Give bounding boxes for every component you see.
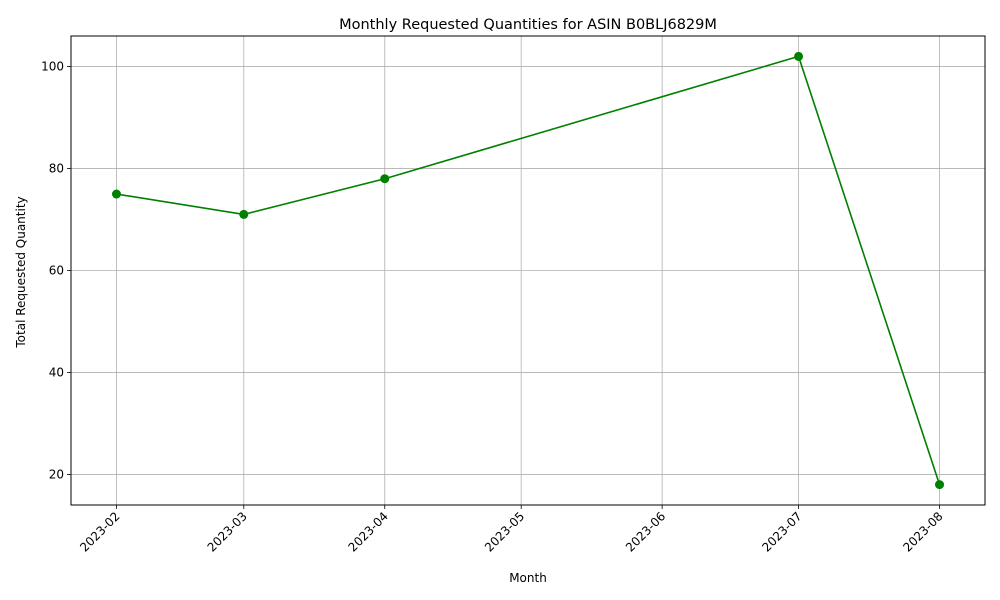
data-point (239, 209, 249, 219)
x-axis-label: Month (509, 571, 547, 585)
x-tick-label: 2023-06 (623, 509, 668, 554)
x-tick-label: 2023-08 (900, 509, 945, 554)
y-tick-label: 100 (41, 60, 64, 74)
chart-title: Monthly Requested Quantities for ASIN B0… (339, 17, 717, 33)
y-tick-label: 40 (49, 365, 64, 379)
x-tick-label: 2023-02 (77, 509, 122, 554)
x-axis: 2023-02 2023-03 2023-04 2023-05 2023-06 2023-… (77, 505, 946, 555)
x-tick-label: 2023-05 (482, 509, 527, 554)
y-tick-label: 60 (49, 264, 64, 278)
x-tick-label: 2023-03 (205, 509, 250, 554)
y-axis-label: Total Requested Quantity (14, 196, 28, 348)
data-point (794, 51, 804, 61)
data-point (935, 480, 945, 490)
x-tick-label: 2023-04 (346, 509, 391, 554)
x-tick-label: 2023-07 (759, 509, 804, 554)
series-layer (111, 51, 945, 490)
grid (71, 36, 985, 505)
data-point (380, 174, 390, 184)
y-axis: 20 40 60 80 100 (41, 60, 71, 481)
data-point (111, 189, 121, 199)
y-tick-label: 80 (49, 162, 64, 176)
y-tick-label: 20 (49, 467, 64, 481)
